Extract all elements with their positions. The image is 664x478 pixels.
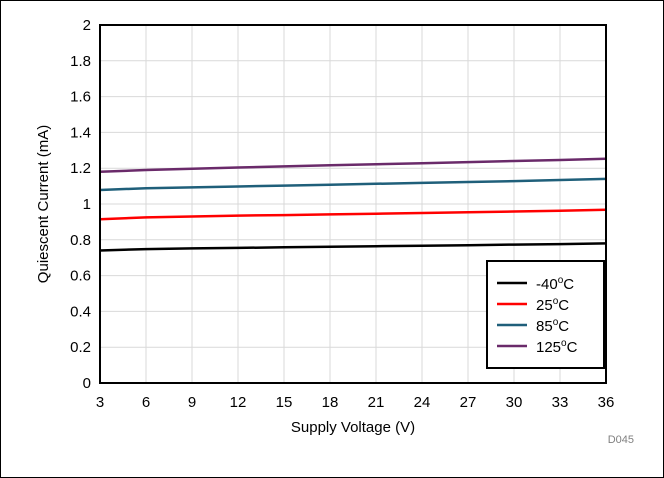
x-tick-label: 33 bbox=[552, 394, 569, 411]
y-tick-label: 1 bbox=[83, 196, 91, 213]
x-tick-labels: 3 6 9 12 15 18 21 24 27 30 33 36 bbox=[96, 394, 615, 411]
y-tick-label: 0.2 bbox=[70, 339, 91, 356]
legend-label: 25oC bbox=[536, 296, 569, 314]
legend-label: 125oC bbox=[536, 338, 578, 356]
legend: -40oC 25oC 85oC 125oC bbox=[486, 260, 605, 369]
x-tick-label: 27 bbox=[460, 394, 477, 411]
legend-box bbox=[486, 260, 605, 369]
x-tick-label: 6 bbox=[142, 394, 150, 411]
x-axis-title: Supply Voltage (V) bbox=[291, 419, 415, 436]
series-line bbox=[99, 208, 607, 221]
y-axis-title: Quiescent Current (mA) bbox=[35, 125, 52, 283]
legend-label: -40oC bbox=[536, 275, 574, 293]
x-tick-label: 15 bbox=[276, 394, 293, 411]
plot-border bbox=[99, 24, 607, 384]
x-tick-label: 3 bbox=[96, 394, 104, 411]
x-tick-label: 12 bbox=[230, 394, 247, 411]
y-tick-label: 0.4 bbox=[70, 303, 91, 320]
y-tick-label: 1.8 bbox=[70, 53, 91, 70]
x-tick-label: 24 bbox=[414, 394, 431, 411]
series-line bbox=[99, 177, 607, 192]
y-tick-label: 0.8 bbox=[70, 232, 91, 249]
y-tick-label: 2 bbox=[83, 17, 91, 34]
series-line bbox=[99, 242, 607, 252]
y-tick-label: 1.4 bbox=[70, 124, 91, 141]
y-tick-label: 0.6 bbox=[70, 268, 91, 285]
x-tick-label: 36 bbox=[598, 394, 615, 411]
x-tick-label: 21 bbox=[368, 394, 385, 411]
figure-id: D045 bbox=[608, 434, 634, 446]
series-line bbox=[99, 157, 607, 174]
legend-label: 85oC bbox=[536, 317, 569, 335]
x-tick-label: 18 bbox=[322, 394, 339, 411]
x-tick-label: 9 bbox=[188, 394, 196, 411]
y-tick-label: 0 bbox=[83, 375, 91, 392]
series-lines bbox=[99, 157, 607, 252]
y-tick-label: 1.2 bbox=[70, 160, 91, 177]
y-tick-labels: 0 0.2 0.4 0.6 0.8 1 1.2 1.4 1.6 1.8 2 bbox=[70, 17, 91, 392]
y-tick-label: 1.6 bbox=[70, 89, 91, 106]
x-tick-label: 30 bbox=[506, 394, 523, 411]
